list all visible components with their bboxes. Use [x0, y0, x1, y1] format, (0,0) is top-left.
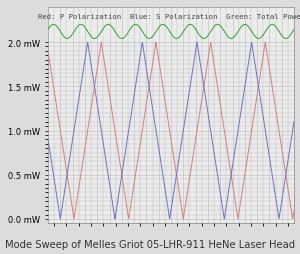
Text: Red: P Polarization  Blue: S Polarization  Green: Total Power: Red: P Polarization Blue: S Polarization…	[38, 14, 300, 20]
Text: Mode Sweep of Melles Griot 05-LHR-911 HeNe Laser Head: Mode Sweep of Melles Griot 05-LHR-911 He…	[5, 239, 295, 249]
